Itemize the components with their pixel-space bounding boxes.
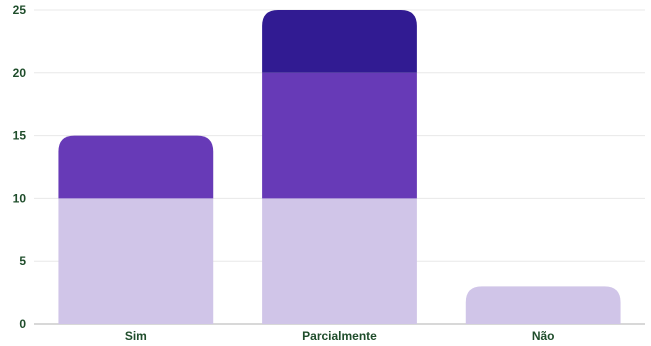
y-axis-ticks: 0 5 10 15 20 25 bbox=[13, 3, 27, 331]
bars bbox=[58, 10, 621, 324]
x-category-label: Não bbox=[532, 329, 555, 343]
y-tick-label: 20 bbox=[13, 66, 27, 80]
bar-segment bbox=[262, 72, 417, 199]
y-tick-label: 10 bbox=[13, 191, 27, 205]
x-category-label: Sim bbox=[125, 329, 147, 343]
y-tick-label: 25 bbox=[13, 3, 27, 17]
y-tick-label: 0 bbox=[19, 317, 26, 331]
x-category-label: Parcialmente bbox=[302, 329, 377, 343]
bar-segment bbox=[262, 198, 417, 324]
y-tick-label: 5 bbox=[19, 254, 26, 268]
x-axis-labels: Sim Parcialmente Não bbox=[125, 329, 555, 343]
bar-segment bbox=[262, 10, 417, 73]
bar-segment bbox=[465, 286, 621, 324]
bar-segment bbox=[58, 135, 214, 199]
bar-segment bbox=[58, 198, 214, 324]
y-tick-label: 15 bbox=[13, 129, 27, 143]
